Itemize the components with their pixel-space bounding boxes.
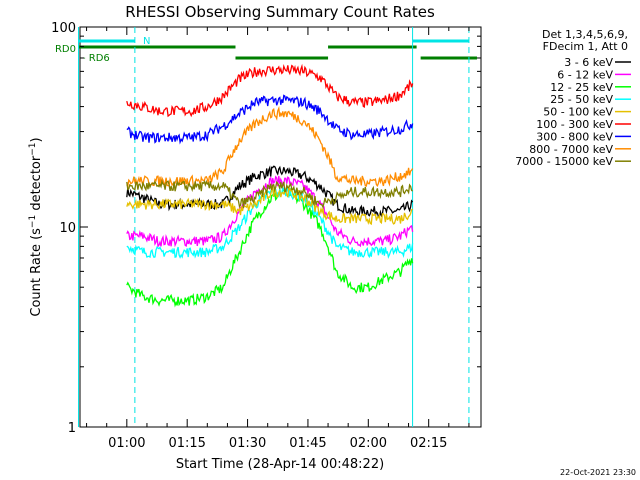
flag-label-rd6: - RD6: [82, 53, 110, 64]
detector-note-line-1: Det 1,3,4,5,6,9,: [542, 28, 628, 41]
series-lines: [126, 63, 414, 308]
series-line-0: [126, 165, 414, 218]
legend-label-6: 300 - 800 keV: [536, 130, 613, 143]
legend-label-5: 100 - 300 keV: [536, 118, 613, 131]
plot-frame: [79, 26, 482, 428]
series-line-7: [126, 105, 414, 188]
legend-label-2: 12 - 25 keV: [550, 81, 613, 94]
time-markers: [78, 27, 470, 427]
flag-label-rd0: RD0: [55, 44, 76, 55]
x-axis: 01:00 01:15 01:30 01:45 02:00 02:15: [86, 27, 470, 451]
x-tick-label: 01:15: [168, 436, 205, 451]
legend-label-1: 6 - 12 keV: [557, 68, 613, 81]
flag-label-n: N: [143, 36, 150, 47]
x-tick-label: 01:00: [108, 436, 145, 451]
series-line-1: [126, 175, 414, 248]
series-line-5: [126, 63, 414, 118]
footer-date: 22-Oct-2021 23:30: [560, 468, 636, 477]
y-tick-label: 1: [68, 421, 76, 436]
series-line-8: [126, 178, 413, 210]
legend-label-8: 7000 - 15000 keV: [515, 155, 613, 168]
legend-label-3: 25 - 50 keV: [550, 93, 613, 106]
y-tick-label: 100: [51, 21, 76, 36]
x-axis-label: Start Time (28-Apr-14 00:48:22): [176, 457, 384, 472]
legend-label-7: 800 - 7000 keV: [529, 143, 613, 156]
x-tick-label: 01:45: [289, 436, 326, 451]
y-axis-label: Count Rate (s−1 detector−1): [28, 137, 44, 316]
y-axis: 1 10 100: [51, 21, 481, 436]
chart-title: RHESSI Observing Summary Count Rates: [125, 3, 435, 21]
x-tick-label: 01:30: [229, 436, 266, 451]
legend-label-0: 3 - 6 keV: [564, 56, 613, 69]
flag-bars: N RD0 - RD6: [55, 36, 477, 64]
y-tick-label: 10: [59, 221, 76, 236]
detector-note-line-2: FDecim 1, Att 0: [543, 40, 628, 53]
series-line-3: [126, 186, 414, 259]
legend-label-4: 50 - 100 keV: [543, 106, 613, 119]
series-line-6: [126, 94, 414, 145]
x-tick-label: 02:15: [410, 436, 447, 451]
series-line-4: [126, 184, 414, 226]
x-tick-label: 02:00: [350, 436, 387, 451]
series-line-2: [126, 185, 414, 308]
